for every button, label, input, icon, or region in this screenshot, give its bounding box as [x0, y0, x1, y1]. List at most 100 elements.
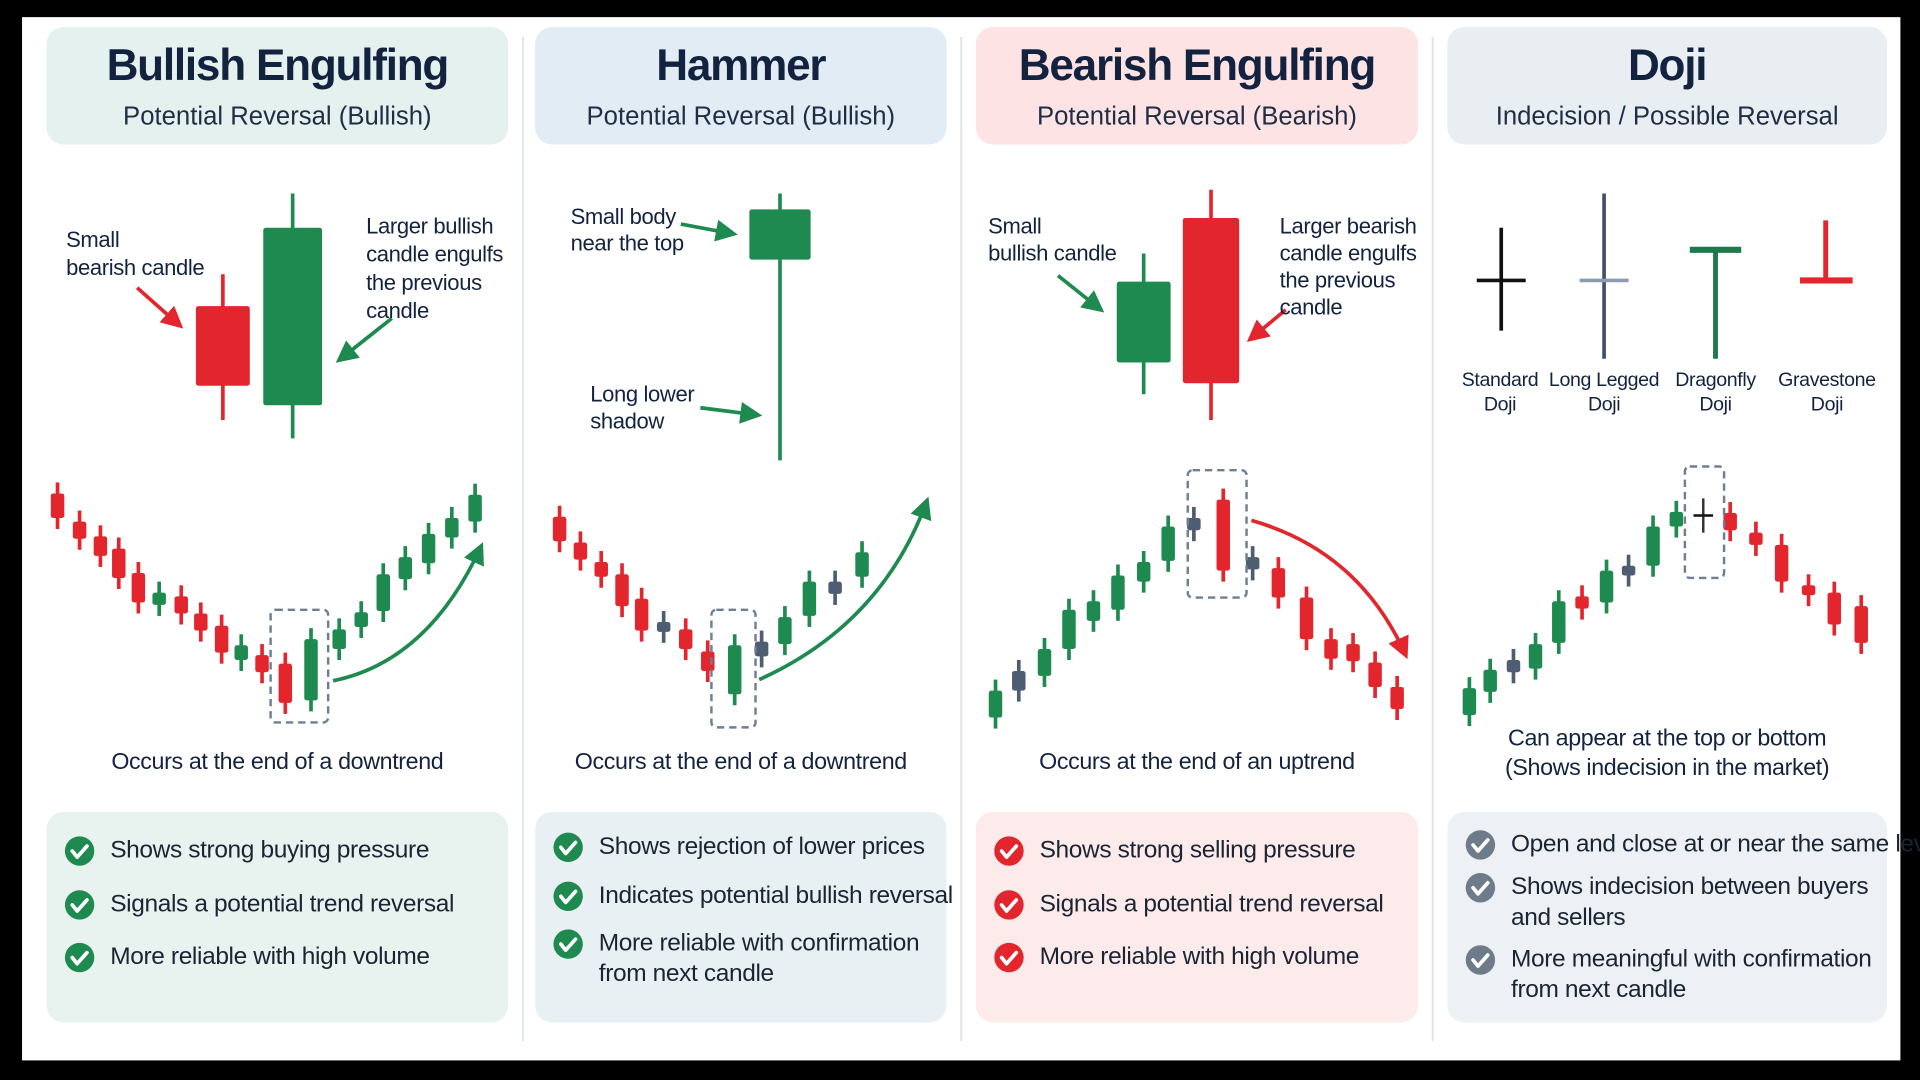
candle-body — [1599, 570, 1614, 603]
candle-body — [304, 639, 318, 701]
check-mark — [70, 844, 89, 859]
candle-body — [278, 663, 293, 703]
check-icon — [64, 890, 95, 920]
candle-body — [855, 552, 869, 577]
header-box — [46, 26, 509, 145]
candle-body — [1506, 660, 1521, 673]
candle-body — [1483, 669, 1497, 692]
arrow — [680, 219, 738, 242]
candle-body — [802, 581, 817, 616]
candle-body — [1854, 606, 1868, 643]
candle-body — [1528, 644, 1543, 669]
check-icon — [994, 942, 1024, 973]
point-text: Shows strong buying pressure — [110, 836, 429, 863]
candle-body — [1062, 609, 1076, 649]
panel-title: Hammer — [656, 41, 826, 90]
annotation: shadow — [590, 408, 664, 433]
candle-body — [468, 494, 482, 522]
candle-body — [1552, 601, 1566, 643]
trend-arrow — [758, 496, 932, 682]
point-text: Indicates potential bullish reversal — [599, 882, 953, 909]
annotation: candle engulfs — [366, 242, 503, 267]
panel-subtitle: Potential Reversal (Bullish) — [123, 102, 432, 130]
candle-body — [421, 533, 436, 564]
candle-body — [1271, 568, 1286, 598]
check-mark — [70, 950, 89, 966]
check-icon — [553, 881, 583, 912]
annotation: Small — [988, 214, 1041, 239]
annotation: candle — [366, 298, 429, 323]
candle-body — [1086, 601, 1101, 621]
caption: (Shows indecision in the market) — [1505, 754, 1829, 780]
candle-body — [1774, 544, 1789, 582]
check-icon — [64, 836, 95, 866]
candle-body — [112, 548, 126, 578]
candle-body — [656, 622, 671, 632]
panel-title: Bearish Engulfing — [1019, 41, 1375, 90]
annotation: the previous — [1280, 267, 1396, 292]
candle-body — [1299, 597, 1314, 640]
point-text: Signals a potential trend reversal — [110, 890, 454, 917]
header-box — [535, 26, 947, 145]
check-mark — [558, 937, 578, 953]
point-text: More reliable with confirmation — [599, 930, 919, 957]
candle-body — [354, 612, 368, 627]
check-icon — [553, 832, 583, 863]
candle-body — [152, 592, 166, 605]
check-icon — [1465, 945, 1496, 975]
panel-title: Bullish Engulfing — [107, 41, 449, 90]
annotation: Doji — [1699, 393, 1731, 415]
points-box — [975, 811, 1418, 1023]
check-mark — [558, 840, 578, 856]
candle-body — [1182, 217, 1240, 384]
annotation: Small — [66, 227, 119, 252]
candle-body — [1037, 648, 1052, 676]
check-mark — [1471, 838, 1490, 853]
check-icon — [994, 890, 1024, 920]
candle-body — [194, 613, 208, 631]
point-text: Shows indecision between buyers — [1511, 873, 1868, 900]
annotation: near the top — [571, 231, 684, 256]
candle-body — [1749, 532, 1763, 545]
candle-body — [1801, 585, 1816, 596]
candle-body — [263, 227, 323, 406]
candle-body — [1346, 644, 1360, 662]
candle-body — [1324, 639, 1338, 659]
panel-subtitle: Indecision / Possible Reversal — [1496, 102, 1839, 130]
check-icon — [994, 836, 1024, 866]
candle-body — [1368, 662, 1382, 687]
point-text: from next candle — [599, 960, 774, 987]
caption: Occurs at the end of a downtrend — [111, 748, 443, 774]
candle-body — [234, 645, 248, 660]
point-text: Open and close at or near the same level — [1511, 830, 1920, 857]
panel-title: Doji — [1628, 41, 1706, 90]
highlight-box — [1186, 468, 1248, 599]
candle-body — [195, 306, 250, 386]
check-mark — [70, 898, 89, 913]
highlight-box — [710, 608, 757, 729]
annotation: bearish candle — [66, 255, 204, 280]
arrow — [335, 316, 393, 363]
check-mark — [1471, 953, 1490, 968]
points-box — [535, 811, 947, 1023]
point-text: More meaningful with confirmation — [1511, 945, 1872, 972]
check-mark — [558, 889, 578, 905]
candle-body — [1116, 281, 1171, 363]
caption: Occurs at the end of an uptrend — [1039, 748, 1355, 774]
header-box — [1447, 26, 1887, 145]
annotation: Larger bullish — [366, 214, 493, 239]
point-text: Shows rejection of lower prices — [599, 833, 925, 860]
candle-body — [727, 645, 742, 695]
candle-body — [594, 562, 608, 577]
point-text: More reliable with high volume — [1040, 943, 1359, 970]
candle-body — [754, 641, 769, 657]
candle-body — [1723, 513, 1737, 531]
candle-body — [988, 690, 1003, 718]
highlight-box — [269, 608, 330, 724]
header-box — [975, 26, 1418, 145]
candle-body — [552, 516, 567, 542]
annotation: Gravestone — [1778, 369, 1876, 391]
candle-body — [1827, 592, 1842, 625]
